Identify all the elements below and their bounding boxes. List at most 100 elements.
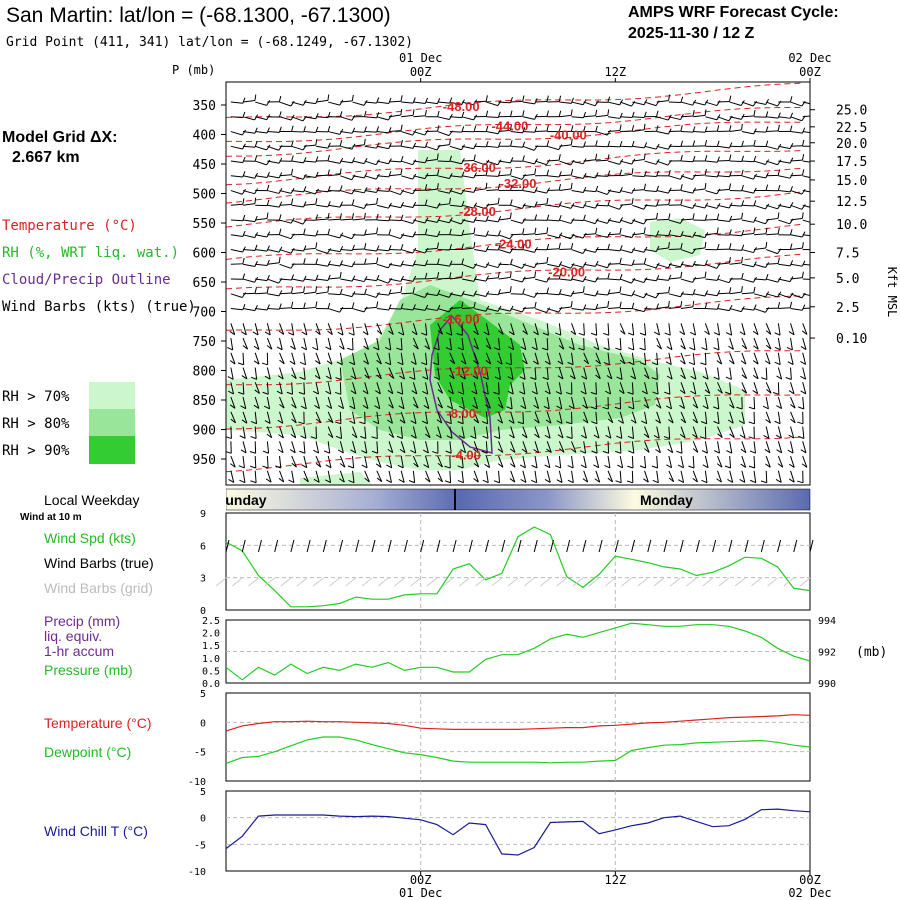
wind-barb <box>740 441 747 454</box>
wind-barb <box>507 367 514 380</box>
wind-barb-shaft <box>303 306 316 310</box>
wind-barb-shaft <box>790 352 794 365</box>
wind-barb-shaft <box>279 174 292 177</box>
wind-barb-flag <box>498 330 504 335</box>
wind-barb-shaft <box>547 204 560 208</box>
wind-barb-shaft <box>315 382 320 395</box>
wind-barb <box>644 441 650 453</box>
wind-barb-shaft <box>315 455 322 468</box>
wind-barb-flag <box>789 260 794 267</box>
pressure-tick-label: 350 <box>193 99 216 114</box>
wind-barb-flag <box>713 450 720 454</box>
wind-barb-flag <box>556 405 563 410</box>
wind-barb <box>656 286 671 295</box>
wind-barb <box>376 229 392 236</box>
wind-barb-shaft <box>461 382 465 395</box>
pressure-tick-label: 900 <box>193 424 216 439</box>
wind-barb-flag <box>679 433 686 439</box>
wind-barb-flag <box>242 345 248 350</box>
wind-barb <box>556 396 563 410</box>
wind-barb-flag <box>298 391 305 395</box>
wind-barb-shaft <box>437 470 443 482</box>
wind-barb-shaft <box>510 411 515 424</box>
wind-barb-shaft <box>303 234 316 237</box>
wind-barb-shaft <box>546 323 550 336</box>
wind-barb <box>286 382 294 395</box>
wind-barb <box>316 302 331 310</box>
wind-barb-flag <box>347 347 354 351</box>
wind-barb-flag <box>801 127 806 134</box>
wind-barb <box>352 306 368 313</box>
wind-barb-shaft <box>461 247 475 251</box>
wind-barb <box>228 470 235 483</box>
wind-barb <box>437 244 452 251</box>
wind-barb-flag <box>312 390 319 395</box>
wind-barb-shaft <box>267 131 280 133</box>
wind-barb <box>349 352 356 366</box>
wind-barb-flag <box>494 376 501 380</box>
windchill-panel-frame <box>225 790 811 872</box>
wind-barb-flag <box>643 153 646 160</box>
wind-barb-flag <box>373 420 379 425</box>
wind-barb <box>437 323 444 335</box>
wind-barb-flag <box>472 263 478 269</box>
wind-barb <box>765 411 771 424</box>
wind-barb-shaft <box>510 396 513 410</box>
wind-barb-flag <box>762 405 769 410</box>
wind-barb <box>384 352 392 366</box>
wind-barb <box>437 306 453 313</box>
wind-barb-shaft <box>693 204 706 209</box>
wind-barb-shaft <box>437 455 443 468</box>
wind-barb-shaft <box>705 263 717 269</box>
wind-barb <box>362 396 369 410</box>
wind-barb-flag <box>436 153 439 160</box>
wind-barb-flag <box>278 214 282 221</box>
wind-barb <box>401 218 417 225</box>
wind-barb <box>335 367 342 380</box>
wind-barb-flag <box>325 375 332 380</box>
wind-barb <box>580 382 587 395</box>
wind-barb <box>656 213 671 221</box>
wind-barb <box>474 159 490 166</box>
wind-barb <box>291 126 306 133</box>
wind-barb-flag <box>765 184 769 191</box>
wind-barb-shaft <box>559 219 572 224</box>
wind-barb <box>583 153 598 162</box>
wind-barb-flag <box>766 389 772 394</box>
wind-barb <box>508 411 515 424</box>
wind-barb <box>230 97 246 104</box>
wind-barb <box>700 352 707 366</box>
wind-barb-flag <box>764 360 771 365</box>
wind-barb-flag <box>570 182 573 189</box>
wind-barb <box>641 382 648 395</box>
wind-barb-flag <box>583 214 586 221</box>
wind-barb-flag <box>400 109 403 116</box>
wind-barb-shaft <box>389 160 402 163</box>
wind-barb-flag <box>776 375 782 380</box>
wind-barb <box>701 470 708 484</box>
wind-barb-shaft <box>790 101 803 107</box>
wind-barb <box>226 426 232 440</box>
wind-barb <box>558 337 565 350</box>
wind-barb-flag <box>437 330 443 335</box>
wind-barb <box>679 426 686 439</box>
wind-barb-flag <box>728 142 733 149</box>
wind-barb <box>802 219 810 223</box>
wind-barb-shaft <box>388 204 401 209</box>
page-title: San Martin: lat/lon = (-68.1300, -67.130… <box>6 4 391 27</box>
wind-barb-flag <box>339 246 344 252</box>
wind-barb-flag <box>388 330 394 335</box>
wind-barb-shaft <box>437 352 440 365</box>
wind-barb <box>376 352 382 365</box>
wind-barb-shaft <box>291 190 304 193</box>
wind-barb <box>262 441 270 454</box>
wind-barb-shaft <box>571 234 584 239</box>
wind-barb-flag <box>241 292 247 298</box>
wind-barb <box>446 323 453 336</box>
wind-barb-flag <box>363 306 368 313</box>
wind-barb-shaft <box>534 352 539 365</box>
wind-barb-shaft <box>486 234 499 237</box>
wind-barb-flag <box>765 203 770 210</box>
wind-barb <box>776 441 783 454</box>
wind-barb <box>517 411 524 425</box>
